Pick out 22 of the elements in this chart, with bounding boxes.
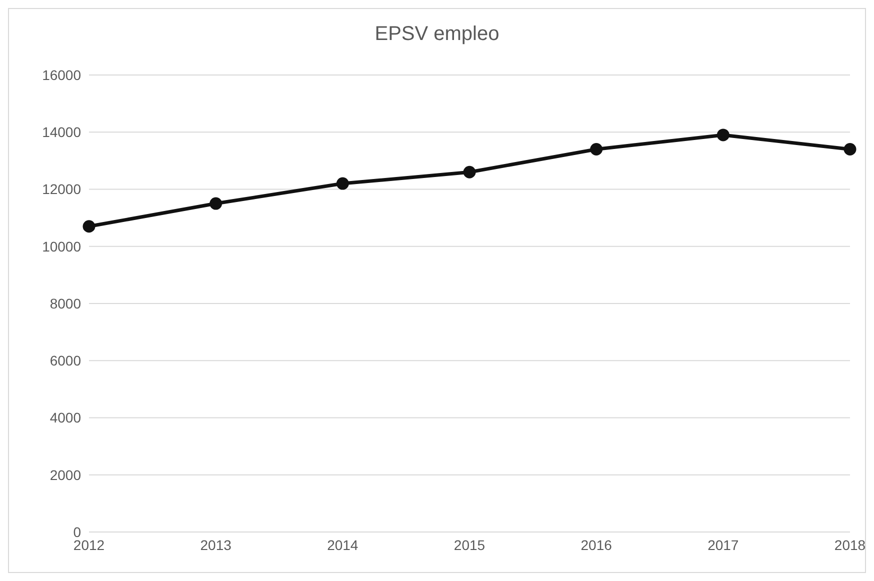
point (716, 128, 730, 142)
x-tick-label: 2015 (454, 536, 486, 553)
point (210, 197, 222, 210)
point (82, 220, 96, 233)
point (463, 166, 476, 178)
y-tick-label: 2000 (50, 466, 82, 483)
y-tick-label: 16000 (42, 66, 82, 83)
y-tick-label: 6000 (50, 352, 82, 369)
chart-title: EPSV empleo (374, 22, 500, 47)
y-tick-label: 12000 (42, 181, 82, 198)
y-tick-label: 10000 (42, 238, 82, 254)
x-tick-label: 2017 (708, 536, 739, 553)
point (590, 143, 603, 156)
x-tick-label: 2014 (327, 536, 358, 553)
x-tick-label: 2018 (834, 536, 866, 553)
x-tick-label: 2016 (580, 536, 612, 553)
point (844, 143, 856, 156)
point (336, 177, 349, 190)
y-tick-label: 4000 (50, 410, 82, 426)
y-tick-label: 14000 (42, 124, 82, 140)
x-tick-label: 2013 (200, 536, 232, 553)
y-tick-label: 8000 (50, 295, 82, 312)
